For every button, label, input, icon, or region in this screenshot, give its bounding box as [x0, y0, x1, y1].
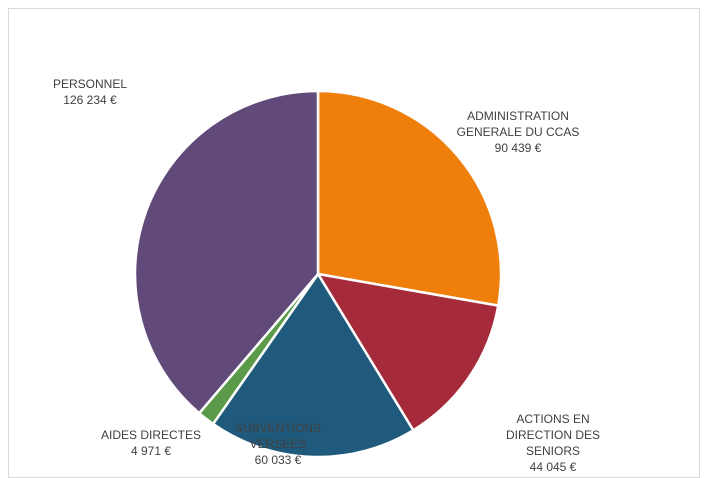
slice-label-line: SUBVENTIONS [234, 421, 321, 435]
slice-label-administration: ADMINISTRATION GENERALE DU CCAS 90 439 € [448, 108, 588, 156]
slice-label-line: DIRECTION DES [505, 428, 600, 442]
slice-label-line: AIDES DIRECTES [100, 428, 202, 442]
slice-label-line: PERSONNEL [52, 77, 128, 91]
slice-label-line: SENIORS [525, 444, 580, 458]
slice-label-personnel: PERSONNEL 126 234 € [40, 76, 140, 108]
slice-label-subventions: SUBVENTIONS VERSEES 60 033 € [223, 420, 333, 468]
slice-value: 44 045 € [529, 460, 577, 474]
slice-label-actions-seniors: ACTIONS EN DIRECTION DES SENIORS 44 045 … [488, 411, 618, 475]
slice-label-line: GENERALE DU CCAS [456, 125, 580, 139]
slice-value: 90 439 € [494, 141, 542, 155]
slice-value: 4 971 € [130, 444, 172, 458]
slice-value: 60 033 € [254, 453, 302, 467]
pie-slice-0 [316, 89, 503, 307]
slice-label-line: ACTIONS EN [516, 412, 590, 426]
pie-slice-4 [133, 89, 320, 415]
slice-label-aides-directes: AIDES DIRECTES 4 971 € [96, 427, 206, 459]
slice-value: 126 234 € [63, 93, 117, 107]
slice-label-line: ADMINISTRATION [467, 109, 569, 123]
pie-slice-2 [211, 272, 415, 459]
slice-label-line: VERSEES [249, 437, 307, 451]
pie-slice-1 [316, 272, 500, 432]
